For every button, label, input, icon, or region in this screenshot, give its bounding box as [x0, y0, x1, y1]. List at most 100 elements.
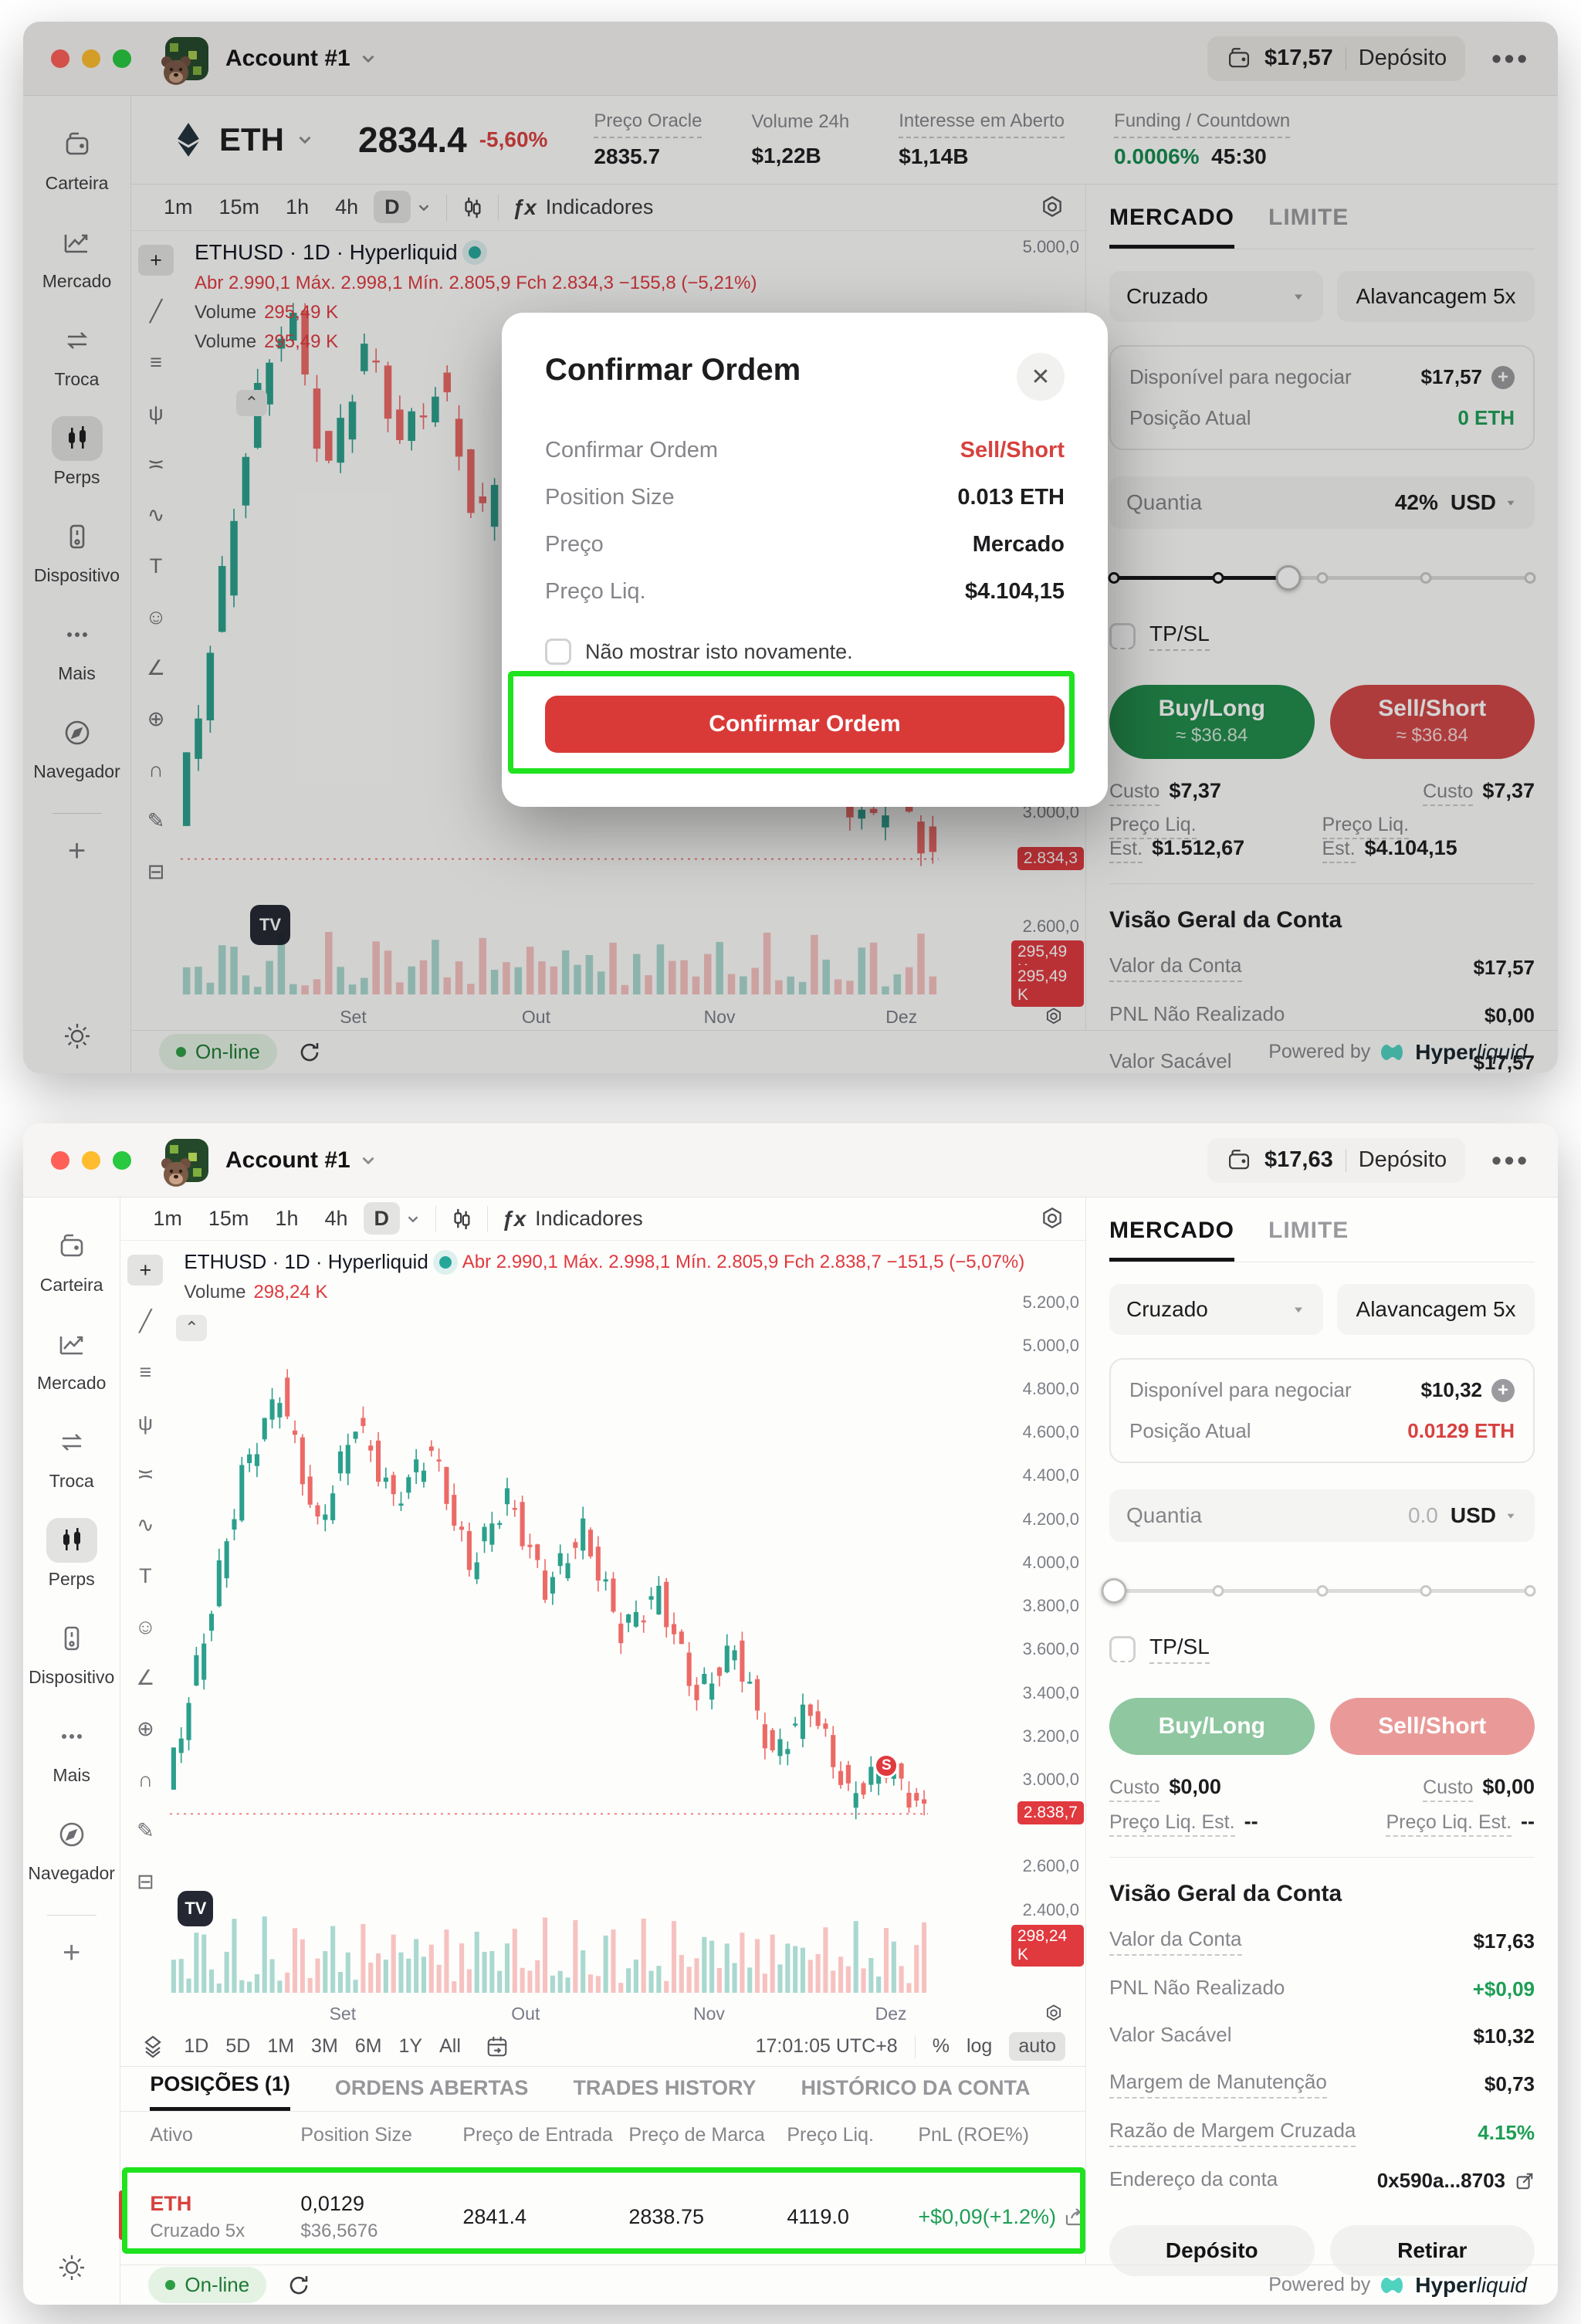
settings-gear-icon[interactable]	[62, 1021, 93, 1052]
traffic-lights[interactable]	[51, 1150, 131, 1170]
refresh-icon[interactable]	[286, 2273, 311, 2298]
range-6M[interactable]: 6M	[354, 2035, 382, 2057]
sidebar-item-perps[interactable]: Perps	[46, 1518, 97, 1590]
range-1M[interactable]: 1M	[267, 2035, 295, 2057]
timeframe-1m[interactable]: 1m	[153, 1207, 182, 1230]
sidebar-item-carteira[interactable]: Carteira	[40, 1224, 103, 1296]
sidebar-item-carteira[interactable]: Carteira	[46, 122, 108, 194]
legend-collapse-button[interactable]: ⌃	[236, 390, 267, 416]
trend-line-tool-icon[interactable]: ╱	[149, 299, 163, 323]
draw-pencil-tool-icon[interactable]: ✎	[147, 808, 165, 832]
curve-tool-icon[interactable]: ∿	[137, 1513, 154, 1536]
tpsl-row[interactable]: TP/SL	[1109, 1635, 1535, 1664]
ruler-tool-icon[interactable]: ∠	[136, 1665, 155, 1689]
time-axis[interactable]: Set Out Nov Dez	[170, 1999, 1085, 2027]
size-slider[interactable]	[1108, 564, 1536, 591]
chevron-down-icon[interactable]	[405, 1211, 421, 1228]
chevron-down-icon[interactable]	[415, 199, 432, 216]
tpsl-checkbox[interactable]	[1109, 1636, 1136, 1662]
timeframe-4h[interactable]: 4h	[324, 1207, 348, 1230]
indicators-button[interactable]: Indicadores	[545, 195, 654, 219]
draw-pencil-tool-icon[interactable]: ✎	[137, 1818, 154, 1842]
deposit-button[interactable]: Depósito	[1358, 46, 1447, 70]
layers-icon[interactable]	[142, 2035, 164, 2058]
timeframe-D[interactable]: D	[363, 1202, 401, 1235]
confirm-order-button[interactable]: Confirmar Ordem	[545, 696, 1065, 753]
wallet-balance-pill[interactable]: $17,57 Depósito	[1207, 36, 1466, 81]
chart-settings-icon[interactable]	[1039, 1206, 1065, 1232]
add-funds-icon[interactable]: +	[1491, 1378, 1515, 1402]
timeframe-15m[interactable]: 15m	[218, 195, 260, 219]
candle-style-icon[interactable]	[461, 195, 484, 220]
sliders-tool-icon[interactable]: ≍	[137, 1462, 154, 1486]
tab-limite[interactable]: LIMITE	[1268, 1218, 1349, 1243]
text-tool-icon[interactable]: T	[139, 1563, 152, 1587]
dont-show-again-checkbox[interactable]	[545, 639, 571, 665]
crosshair-tool-icon[interactable]: +	[138, 245, 174, 276]
sidebar-item-navegador[interactable]: Navegador	[28, 1812, 115, 1884]
magnet-tool-icon[interactable]: ∩	[137, 1767, 154, 1791]
margin-mode-select[interactable]: Cruzado	[1109, 1284, 1324, 1335]
size-slider[interactable]	[1101, 1577, 1536, 1604]
auto-scale-button[interactable]: auto	[1009, 2032, 1065, 2061]
legend-collapse-button[interactable]: ⌃	[176, 1315, 208, 1341]
axis-settings-icon[interactable]	[1044, 1007, 1064, 1027]
text-tool-icon[interactable]: T	[149, 554, 163, 578]
trend-line-tool-icon[interactable]: ╱	[139, 1309, 152, 1333]
tab-historico-conta[interactable]: HISTÓRICO DA CONTA	[801, 2076, 1031, 2099]
price-axis[interactable]: 5.200,0 5.000,0 4.800,0 4.600,0 4.400,0 4.200…	[1011, 1241, 1085, 2027]
close-icon[interactable]: ✕	[1017, 353, 1065, 401]
quantity-field[interactable]: Quantia 42% USD	[1109, 476, 1535, 529]
log-scale-button[interactable]: log	[966, 2035, 993, 2057]
leverage-button[interactable]: Alavancagem 5x	[1337, 271, 1535, 322]
sidebar-item-mercado[interactable]: Mercado	[37, 1322, 106, 1394]
account-switcher[interactable]: Account #1	[225, 1147, 350, 1173]
chart-settings-icon[interactable]	[1039, 195, 1065, 221]
sidebar-item-perps[interactable]: Perps	[51, 416, 103, 488]
sidebar-item-dispositivo[interactable]: Dispositivo	[34, 514, 120, 586]
timeframe-1m[interactable]: 1m	[164, 195, 193, 219]
time-axis[interactable]: Set Out Nov Dez	[181, 1002, 1085, 1030]
tab-mercado[interactable]: MERCADO	[1109, 1218, 1234, 1262]
timeframe-1h[interactable]: 1h	[286, 195, 310, 219]
range-1D[interactable]: 1D	[184, 2035, 209, 2057]
sidebar-item-mais[interactable]: Mais	[46, 1714, 97, 1786]
axis-settings-icon[interactable]	[1044, 2004, 1064, 2024]
trash-tool-icon[interactable]: ⊟	[147, 859, 165, 883]
timeframe-15m[interactable]: 15m	[208, 1207, 249, 1230]
indicators-button[interactable]: Indicadores	[535, 1207, 643, 1230]
range-All[interactable]: All	[439, 2035, 461, 2057]
tab-ordens-abertas[interactable]: ORDENS ABERTAS	[334, 2076, 529, 2099]
sell-short-button[interactable]: Sell/Short ≈ $36.84	[1329, 685, 1535, 759]
percent-scale-button[interactable]: %	[932, 2035, 950, 2057]
emoji-tool-icon[interactable]: ☺	[134, 1614, 157, 1638]
symbol-selector[interactable]: ETH	[219, 121, 284, 158]
timeframe-4h[interactable]: 4h	[335, 195, 359, 219]
add-funds-icon[interactable]: +	[1491, 365, 1515, 389]
tpsl-row[interactable]: TP/SL	[1109, 622, 1535, 651]
account-switcher[interactable]: Account #1	[225, 45, 350, 71]
magnet-tool-icon[interactable]: ∩	[148, 757, 164, 781]
sidebar-item-troca[interactable]: Troca	[46, 1420, 97, 1492]
chart-plot[interactable]: ETHUSD · 1D · Hyperliquid Abr 2.990,1 Máx…	[170, 1241, 1085, 2027]
add-widget-button[interactable]: +	[63, 1936, 81, 1970]
tab-mercado[interactable]: MERCADO	[1109, 205, 1234, 249]
deposit-button[interactable]: Depósito	[1358, 1147, 1447, 1172]
sliders-tool-icon[interactable]: ≍	[147, 452, 165, 476]
tab-posicoes[interactable]: POSIÇÕES (1)	[150, 2072, 290, 2111]
deposit-button[interactable]: Depósito	[1109, 2225, 1315, 2276]
external-link-icon[interactable]	[1515, 2171, 1535, 2191]
sidebar-item-dispositivo[interactable]: Dispositivo	[29, 1616, 114, 1688]
tab-limite[interactable]: LIMITE	[1268, 205, 1349, 230]
settings-gear-icon[interactable]	[56, 2252, 87, 2283]
horizontal-lines-tool-icon[interactable]: ≡	[139, 1360, 152, 1384]
slider-handle[interactable]	[1101, 1578, 1127, 1604]
horizontal-lines-tool-icon[interactable]: ≡	[150, 350, 162, 374]
wallet-balance-pill[interactable]: $17,63 Depósito	[1207, 1137, 1466, 1183]
ruler-tool-icon[interactable]: ∠	[146, 656, 166, 679]
margin-mode-select[interactable]: Cruzado	[1109, 271, 1324, 322]
slider-handle[interactable]	[1275, 565, 1302, 591]
position-row[interactable]: ETH Cruzado 5x 0,0129 $36,5676 2841.4 2838…	[119, 2169, 1085, 2265]
more-menu-button[interactable]: •••	[1491, 1143, 1530, 1176]
tpsl-checkbox[interactable]	[1109, 623, 1136, 649]
